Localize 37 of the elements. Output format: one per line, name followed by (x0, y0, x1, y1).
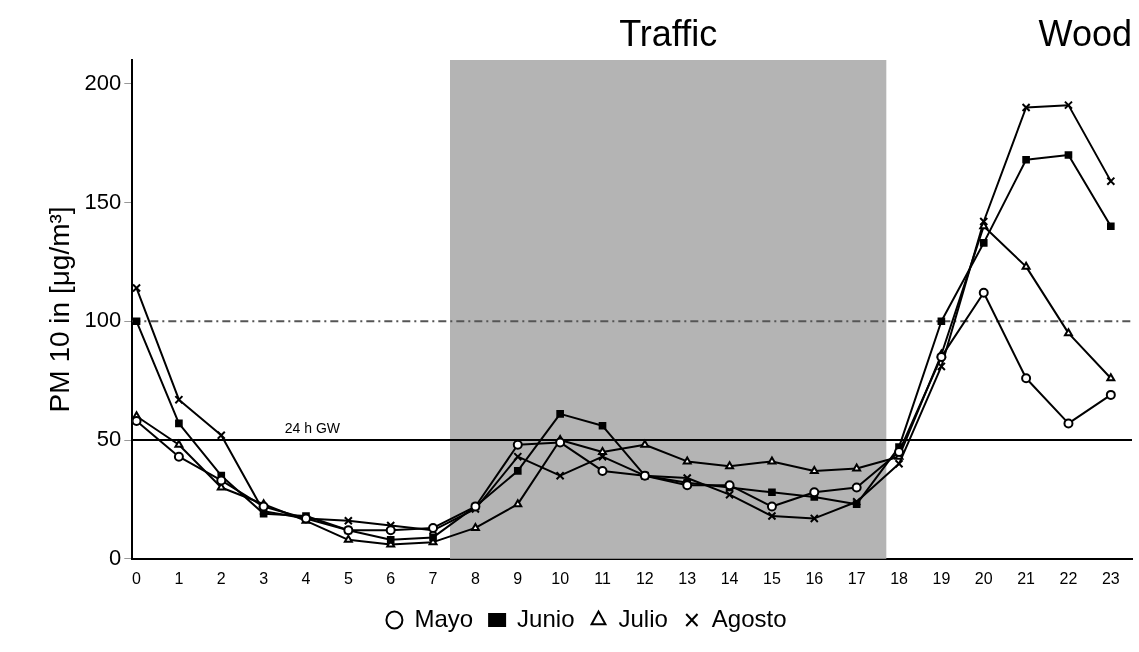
text: Wood (1038, 12, 1132, 54)
legend-label: Agosto (711, 604, 787, 632)
x-tick-label: 22 (1059, 569, 1078, 587)
legend-label: Junio (517, 604, 575, 632)
y-tick-label: 100 (84, 307, 122, 333)
y-tick-label: 50 (96, 426, 122, 452)
x-tick-label: 2 (216, 569, 226, 587)
legend-label: Julio (618, 604, 668, 632)
y-tick-label: 150 (84, 188, 122, 214)
x-tick-label: 3 (259, 569, 269, 587)
y-axis-title: PM 10 in [μg/m³] (43, 206, 75, 413)
x-tick-label: 5 (343, 569, 353, 587)
x-tick-label: 9 (513, 569, 523, 587)
x-tick-label: 1 (174, 569, 184, 587)
x-tick-label: 17 (847, 569, 866, 587)
x-tick-label: 7 (428, 569, 438, 587)
y-tick-label: 0 (109, 544, 122, 570)
x-tick-label: 0 (132, 569, 142, 587)
x-tick-label: 18 (890, 569, 909, 587)
x-tick-label: 19 (932, 569, 951, 587)
x-tick-label: 8 (470, 569, 480, 587)
x-tick-label: 23 (1101, 569, 1120, 587)
legend-label: Mayo (414, 604, 474, 632)
ref-line-label: 24 h GW (284, 419, 341, 436)
x-tick-label: 12 (635, 569, 654, 587)
x-tick-label: 4 (301, 569, 311, 587)
y-tick-label: 200 (84, 69, 122, 95)
x-tick-label: 21 (1017, 569, 1036, 587)
x-tick-label: 13 (678, 569, 697, 587)
x-tick-label: 15 (763, 569, 781, 587)
band-label: Traffic (619, 12, 718, 54)
x-tick-label: 6 (386, 569, 396, 587)
x-tick-label: 20 (974, 569, 993, 587)
x-tick-label: 11 (594, 569, 611, 587)
x-tick-label: 16 (805, 569, 824, 587)
x-tick-label: 10 (551, 569, 570, 587)
x-tick-label: 14 (720, 569, 739, 587)
